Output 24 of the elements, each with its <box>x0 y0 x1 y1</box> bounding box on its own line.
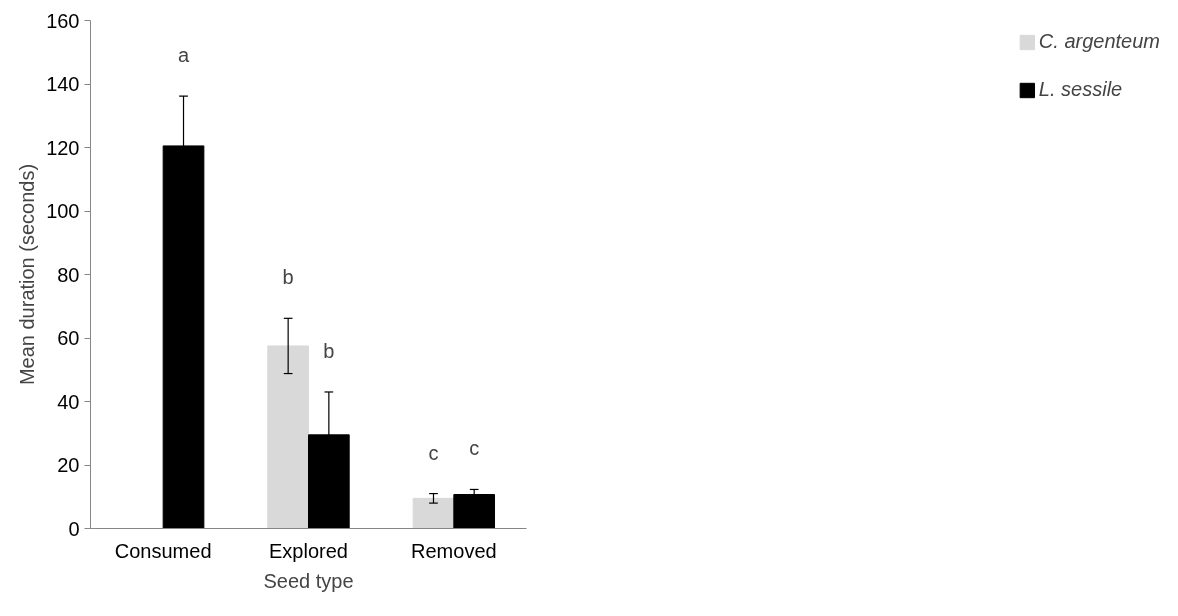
y-tick-label: 80 <box>57 263 80 286</box>
annotation: c <box>469 437 480 460</box>
y-tick-label: 40 <box>57 390 80 413</box>
legend-label: L. sessile <box>1038 78 1123 101</box>
annotation: a <box>177 44 190 67</box>
y-tick-label: 60 <box>57 327 80 349</box>
y-tick-label: 160 <box>46 9 80 32</box>
y-tick-label: 0 <box>68 517 80 540</box>
annotation: b <box>282 266 294 289</box>
x-axis-title: Seed type <box>263 569 354 592</box>
bar <box>412 497 455 529</box>
bar <box>453 494 496 529</box>
bar <box>267 345 309 529</box>
annotation: c <box>428 441 439 464</box>
annotation: b <box>323 339 335 362</box>
y-tick-label: 140 <box>46 73 80 95</box>
y-tick-label: 20 <box>57 454 80 476</box>
y-axis-title: Mean duration (seconds) <box>16 163 39 386</box>
y-tick-label: 100 <box>46 200 80 222</box>
y-tick-label: 120 <box>46 136 80 159</box>
x-tick-label: Consumed <box>114 539 212 562</box>
x-tick-label: Explored <box>269 539 348 562</box>
x-tick-label: Removed <box>411 539 497 562</box>
legend-label: C. argenteum <box>1038 30 1160 53</box>
